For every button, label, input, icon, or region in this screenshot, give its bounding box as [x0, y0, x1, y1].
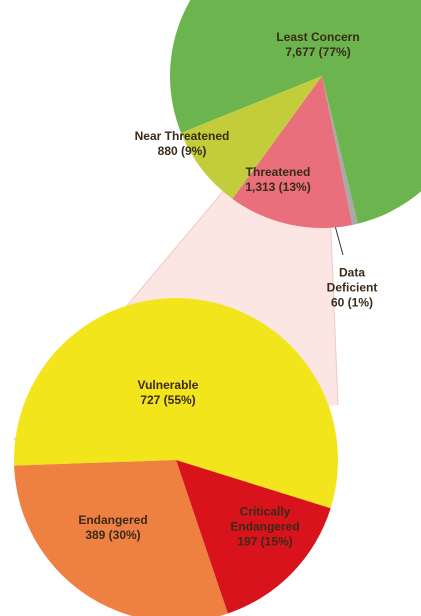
slice-value: 389 (30%) [85, 528, 141, 542]
slice-name: Least Concern [276, 30, 360, 44]
slice-value: 7,677 (77%) [285, 45, 351, 59]
pie-slice [14, 460, 228, 616]
pie-slice [176, 460, 331, 614]
slice-value: 880 (9%) [157, 144, 207, 158]
slice-name: Threatened [245, 165, 311, 179]
pie-slice [322, 76, 358, 225]
pie-slice [181, 76, 322, 199]
slice-name: Endangered [78, 513, 148, 527]
connector-line [329, 207, 339, 406]
pie-slice [170, 0, 421, 224]
slice-value: 197 (15%) [237, 534, 293, 549]
slice-label: Near Threatened 880 (9%) [122, 129, 242, 159]
slice-name: Vulnerable [137, 378, 199, 392]
slice-label: Least Concern 7,677 (77%) [258, 30, 378, 60]
slice-label: Vulnerable 727 (55%) [108, 378, 228, 408]
slice-label: Endangered 389 (30%) [63, 513, 163, 543]
slice-label: Critically Endangered 197 (15%) [225, 505, 305, 550]
slice-label: Threatened 1,313 (13%) [233, 165, 323, 195]
slice-name: Critically Endangered [230, 504, 300, 534]
slice-label: Data Deficient 60 (1%) [317, 266, 387, 311]
pie-slice [232, 76, 353, 228]
slice-name: Near Threatened [134, 129, 230, 143]
slice-name: Data Deficient [326, 265, 378, 295]
leader-line [333, 221, 344, 256]
slice-value: 60 (1%) [330, 295, 374, 310]
slice-value: 727 (55%) [140, 393, 196, 407]
pie-slice [14, 297, 339, 509]
slice-value: 1,313 (13%) [245, 180, 311, 194]
